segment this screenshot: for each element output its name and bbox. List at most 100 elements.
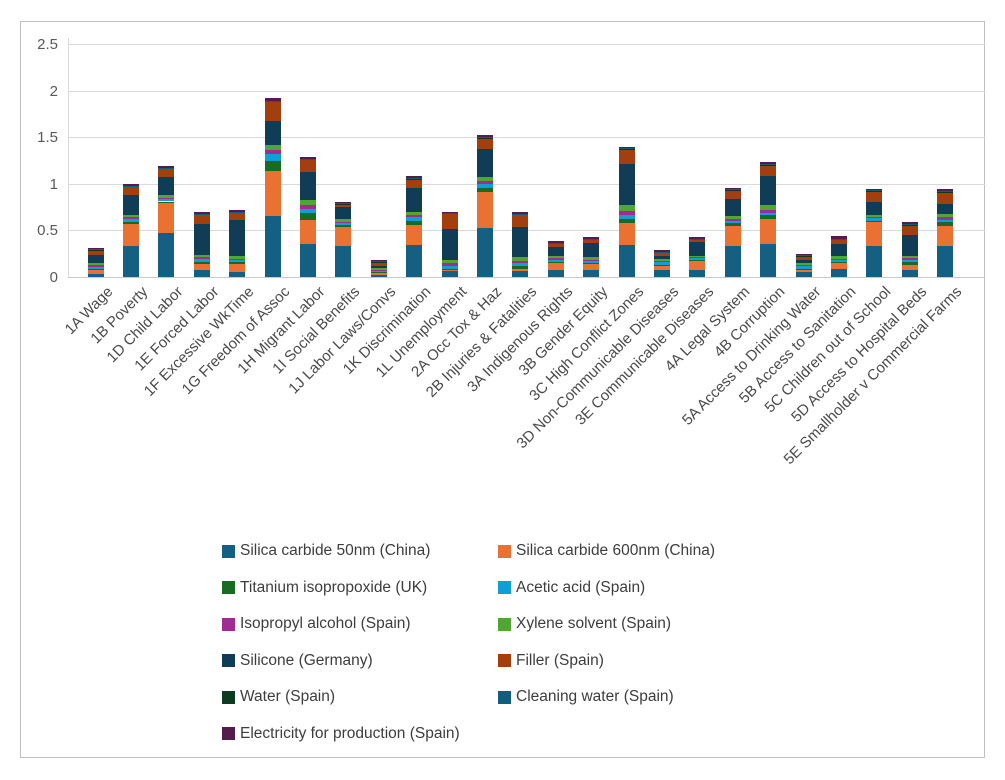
bar-segment: [229, 263, 246, 273]
bar-segment: [512, 226, 529, 258]
bar-segment: [299, 212, 316, 221]
bar-segment: [583, 260, 600, 262]
bar-segment: [937, 246, 954, 277]
bar-segment: [229, 259, 246, 261]
bar-segment: [901, 257, 918, 261]
bar-segment: [937, 213, 954, 217]
bar-segment: [760, 205, 777, 210]
bar-segment: [370, 275, 387, 277]
bar-segment: [193, 262, 210, 264]
bar-segment: [760, 215, 777, 220]
bar-segment: [866, 218, 883, 222]
bar-segment: [689, 237, 706, 239]
bar-segment: [476, 135, 493, 138]
bar-segment: [866, 221, 883, 222]
bar-segment: [158, 194, 175, 198]
bar-segment: [158, 198, 175, 202]
legend-swatch: [498, 617, 511, 631]
bar-segment: [335, 222, 352, 223]
bar-segment: [724, 246, 741, 277]
bar-segment: [441, 260, 458, 263]
bar-segment: [689, 258, 706, 261]
bar-segment: [158, 166, 175, 168]
bar-segment: [760, 176, 777, 206]
bar-segment: [406, 188, 423, 212]
bar-segment: [618, 146, 635, 149]
bar-segment: [193, 263, 210, 271]
bar-segment: [229, 220, 246, 256]
bar-segment: [370, 270, 387, 273]
bar-segment: [618, 210, 635, 215]
legend-swatch: [498, 544, 511, 558]
bar-segment: [87, 264, 104, 267]
y-axis-tick-label: 0.5: [37, 222, 58, 240]
bar-segment: [299, 208, 316, 213]
bar-segment: [87, 248, 104, 250]
legend-label: Titanium isopropoxide (UK): [240, 578, 428, 596]
legend-item: Silica carbide 600nm (China): [498, 542, 715, 560]
bar-segment: [370, 267, 387, 270]
bar-segment: [406, 245, 423, 277]
bar-segment: [866, 215, 883, 218]
bar-segment: [122, 217, 139, 220]
bar-segment: [830, 268, 847, 277]
bar-segment: [476, 138, 493, 150]
bar-segment: [335, 207, 352, 220]
bar-segment: [158, 233, 175, 277]
bar-segment: [724, 222, 741, 226]
bar-segment: [760, 161, 777, 165]
bar-segment: [370, 262, 387, 266]
legend-label: Electricity for production (Spain): [240, 724, 460, 742]
bar-segment: [335, 219, 352, 222]
bar-segment: [901, 222, 918, 225]
legend-item: Isopropyl alcohol (Spain): [222, 615, 411, 633]
bar-segment: [158, 168, 175, 178]
bar-segment: [937, 219, 954, 223]
bar-segment: [583, 239, 600, 243]
bar-segment: [370, 269, 387, 271]
bar-segment: [406, 179, 423, 189]
bar-segment: [689, 255, 706, 258]
legend-label: Isopropyl alcohol (Spain): [240, 615, 411, 632]
bar-segment: [866, 222, 883, 247]
bar-segment: [618, 222, 635, 246]
bar-segment: [87, 249, 104, 255]
legend-label: Water (Spain): [240, 688, 336, 705]
bar-segment: [830, 244, 847, 257]
bar-segment: [193, 259, 210, 263]
bar-segment: [937, 192, 954, 205]
bar-segment: [193, 214, 210, 224]
bar-segment: [512, 265, 529, 269]
bar-segment: [830, 260, 847, 263]
bar-segment: [795, 268, 812, 270]
gridline: [68, 44, 985, 45]
legend-item: Acetic acid (Spain): [498, 579, 645, 597]
bar-segment: [795, 272, 812, 277]
bar-segment: [87, 266, 104, 269]
bar-segment: [370, 259, 387, 262]
bar-segment: [724, 187, 741, 190]
bar-segment: [264, 98, 281, 101]
bar-segment: [512, 263, 529, 266]
bar-segment: [193, 211, 210, 214]
bar-segment: [299, 159, 316, 172]
bar-segment: [724, 198, 741, 217]
bar-segment: [370, 273, 387, 276]
legend-swatch: [222, 690, 235, 704]
bar-segment: [583, 263, 600, 264]
bar-segment: [795, 263, 812, 265]
bar-segment: [653, 259, 670, 262]
bar-segment: [476, 181, 493, 184]
bar-segment: [476, 192, 493, 228]
bar-segment: [937, 225, 954, 247]
bar-segment: [406, 176, 423, 179]
bar-segment: [618, 205, 635, 211]
bar-segment: [476, 149, 493, 178]
bar-segment: [618, 214, 635, 220]
bar-segment: [901, 256, 918, 258]
bar-segment: [299, 156, 316, 159]
bar-segment: [406, 215, 423, 218]
bar-segment: [229, 212, 246, 221]
bar-segment: [87, 268, 104, 270]
bar-segment: [370, 272, 387, 274]
